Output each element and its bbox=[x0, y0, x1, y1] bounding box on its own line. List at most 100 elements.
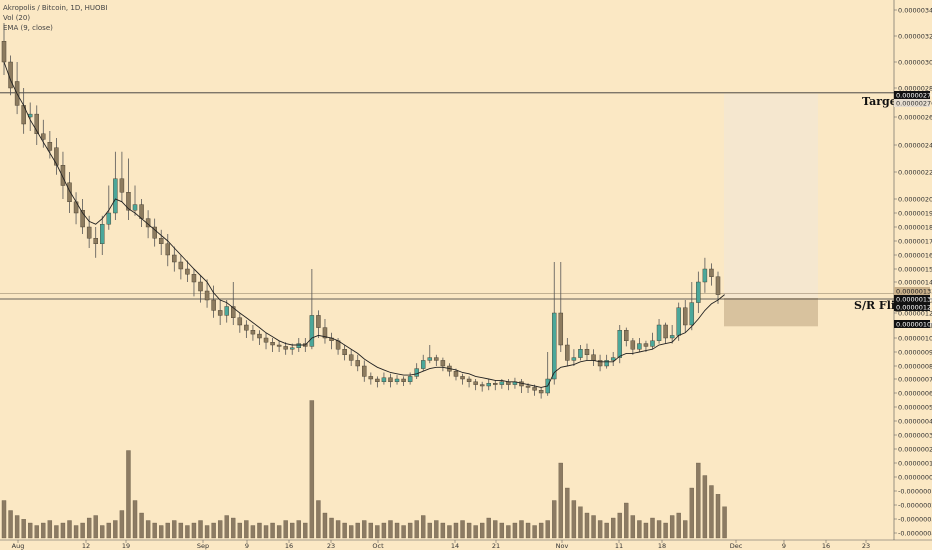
candle-body bbox=[185, 268, 190, 275]
volume-bar bbox=[532, 525, 537, 539]
candle-body bbox=[316, 315, 321, 328]
candle-body bbox=[414, 368, 419, 377]
candle-body bbox=[630, 340, 636, 350]
x-tick-label: 12 bbox=[82, 542, 90, 550]
volume-bar bbox=[480, 522, 485, 539]
volume-bar bbox=[309, 400, 315, 539]
candle-body bbox=[683, 307, 688, 326]
volume-bar bbox=[21, 519, 26, 539]
time-axis[interactable]: Aug 12 19 Sep 9 16 23 Oct 14 21 Nov 11 18 Dec 9 16 23 bbox=[12, 540, 870, 550]
volume-bar bbox=[355, 522, 360, 539]
x-tick-label: 16 bbox=[822, 542, 830, 550]
tag-stop: 0.00000109 bbox=[896, 321, 932, 329]
candle-body bbox=[656, 324, 662, 342]
volume-bar bbox=[473, 525, 478, 539]
candle-body bbox=[604, 360, 609, 367]
volume-bar bbox=[119, 510, 125, 539]
candle-body bbox=[381, 377, 387, 383]
volume-bar bbox=[276, 525, 282, 539]
volume-bar bbox=[545, 520, 550, 539]
legend: Akropolis / Bitcoin, 1D, HUOBI Vol (20) … bbox=[3, 4, 107, 32]
volume-bar bbox=[512, 522, 518, 539]
candle-body bbox=[113, 178, 118, 214]
tag-target-lower: 0.00000276 bbox=[896, 100, 932, 108]
horizontal-lines bbox=[0, 92, 894, 300]
volume-bar bbox=[28, 522, 33, 539]
volume-bar bbox=[106, 522, 111, 539]
candle-body bbox=[525, 385, 531, 388]
volume-bar bbox=[322, 512, 328, 539]
tag-target-upper-bg bbox=[894, 91, 930, 99]
candle-body bbox=[204, 290, 210, 301]
price-tags: 0.00000276 0.00000276 0.00000133 0.00000… bbox=[894, 91, 932, 329]
volume-bar bbox=[637, 520, 642, 539]
candle-body bbox=[270, 342, 275, 346]
volume-bar bbox=[178, 522, 184, 539]
volume-bar bbox=[342, 522, 347, 539]
candle-body bbox=[198, 281, 203, 292]
volume-bar bbox=[283, 520, 288, 539]
volume-bar bbox=[493, 520, 498, 539]
volume-bar bbox=[578, 506, 583, 539]
candle-body bbox=[86, 226, 92, 239]
candle-body bbox=[165, 243, 170, 256]
volume-bar bbox=[67, 520, 72, 539]
candle-body bbox=[473, 381, 478, 385]
x-tick-label: Oct bbox=[372, 542, 384, 550]
tag-last-bg bbox=[894, 287, 930, 295]
candle-body bbox=[637, 343, 642, 350]
candle-body bbox=[342, 349, 347, 356]
volume-bar bbox=[191, 522, 197, 539]
candle-body bbox=[388, 377, 393, 383]
candle-body bbox=[100, 223, 105, 244]
volume-bar bbox=[185, 525, 190, 539]
volume-bar bbox=[237, 522, 242, 539]
volume-bar bbox=[250, 525, 256, 539]
candle-body bbox=[276, 344, 282, 347]
volume-bar bbox=[525, 522, 531, 539]
candle-body bbox=[584, 349, 590, 356]
volume-bar bbox=[172, 520, 177, 539]
candle-body bbox=[420, 360, 426, 369]
volume-bar bbox=[159, 525, 164, 539]
tag-target-lower-bg bbox=[894, 99, 930, 107]
x-tick-label: 23 bbox=[862, 542, 870, 550]
volume-bar bbox=[86, 517, 92, 539]
volume-bar bbox=[211, 522, 216, 539]
volume-bar bbox=[348, 525, 354, 539]
x-tick-label: Nov bbox=[556, 542, 569, 550]
volume-bar bbox=[447, 525, 452, 539]
candle-body bbox=[702, 268, 708, 283]
candle-body bbox=[309, 315, 315, 347]
volume-bar bbox=[257, 522, 262, 539]
risk-reward-zones[interactable] bbox=[724, 93, 818, 327]
candle-body bbox=[217, 310, 223, 316]
volume-bar bbox=[643, 522, 649, 539]
candle-body bbox=[93, 237, 98, 244]
legend-title: Akropolis / Bitcoin, 1D, HUOBI bbox=[3, 4, 107, 12]
candle-body bbox=[191, 274, 197, 283]
candle-body bbox=[250, 330, 256, 335]
candle-body bbox=[532, 387, 537, 391]
volume-bar bbox=[722, 506, 727, 539]
candle-body bbox=[591, 354, 596, 361]
volume-bar bbox=[584, 512, 590, 539]
volume-bar bbox=[552, 500, 557, 539]
candle-body bbox=[571, 357, 577, 361]
candle-body bbox=[499, 381, 505, 385]
candle-body bbox=[257, 333, 262, 339]
volume-bar bbox=[204, 525, 210, 539]
volume-bar bbox=[565, 487, 570, 539]
candle-body bbox=[617, 330, 622, 358]
sr-flip-annotation: S/R Flip bbox=[854, 299, 903, 312]
